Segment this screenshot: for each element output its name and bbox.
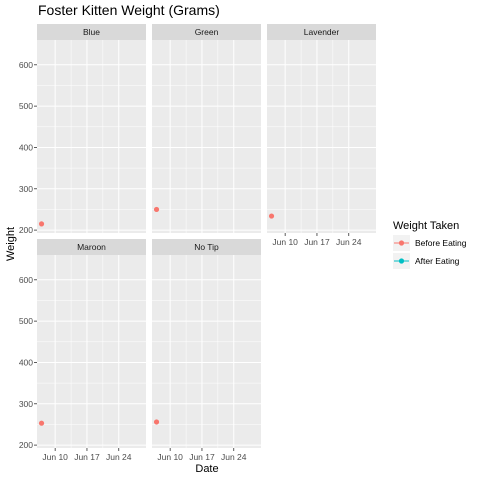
legend-entry: Before Eating <box>393 235 467 251</box>
facet-strip-label: Green <box>195 27 219 37</box>
y-tick-label: 500 <box>19 101 33 111</box>
x-tick-label: Jun 24 <box>336 237 362 247</box>
y-tick-label: 200 <box>19 440 33 450</box>
y-tick-label: 400 <box>19 142 33 152</box>
legend: Weight Taken Before Eating After Eating <box>393 220 467 269</box>
x-tick-label: Jun 10 <box>157 452 183 462</box>
legend-label: Before Eating <box>415 238 467 248</box>
y-axis-title: Weight <box>5 227 17 261</box>
data-point <box>269 213 274 218</box>
facet-panel-background <box>37 40 146 233</box>
facet-strip-label: Maroon <box>77 242 106 252</box>
y-tick-label: 400 <box>19 357 33 367</box>
facet-panel-background <box>152 255 261 448</box>
x-tick-label: Jun 17 <box>304 237 330 247</box>
facet-strip-label: Blue <box>83 27 100 37</box>
legend-label: After Eating <box>415 256 460 266</box>
data-point <box>154 207 159 212</box>
facet-strip-label: No Tip <box>194 242 219 252</box>
x-tick-label: Jun 10 <box>42 452 68 462</box>
data-point <box>154 419 159 424</box>
legend-key-point <box>399 258 404 263</box>
facet-panel-background <box>152 40 261 233</box>
y-tick-label: 200 <box>19 225 33 235</box>
y-tick-label: 300 <box>19 399 33 409</box>
y-tick-label: 600 <box>19 60 33 70</box>
facet-panels: Blue Green Lavender Maroon No Tip <box>37 24 376 448</box>
chart-title: Foster Kitten Weight (Grams) <box>38 2 220 18</box>
facet-lavender: Lavender <box>267 24 376 233</box>
facet-no-tip: No Tip <box>152 239 261 448</box>
facet-strip-label: Lavender <box>304 27 340 37</box>
x-tick-label: Jun 24 <box>106 452 132 462</box>
facet-panel-background <box>267 40 376 233</box>
y-axis-tick-labels: 200 300 400 500 600 200 300 400 500 600 <box>19 60 37 450</box>
x-tick-label: Jun 17 <box>189 452 215 462</box>
facet-green: Green <box>152 24 261 233</box>
data-point <box>39 221 44 226</box>
legend-key-point <box>399 240 404 245</box>
facet-maroon: Maroon <box>37 239 146 448</box>
x-tick-label: Jun 10 <box>272 237 298 247</box>
facet-panel-background <box>37 255 146 448</box>
x-tick-label: Jun 24 <box>221 452 247 462</box>
x-tick-label: Jun 17 <box>74 452 100 462</box>
legend-entry: After Eating <box>393 253 460 269</box>
x-axis-title: Date <box>195 463 218 475</box>
facet-blue: Blue <box>37 24 146 233</box>
y-tick-label: 600 <box>19 275 33 285</box>
legend-title: Weight Taken <box>393 220 459 232</box>
y-tick-label: 500 <box>19 316 33 326</box>
data-point <box>39 421 44 426</box>
y-tick-label: 300 <box>19 184 33 194</box>
